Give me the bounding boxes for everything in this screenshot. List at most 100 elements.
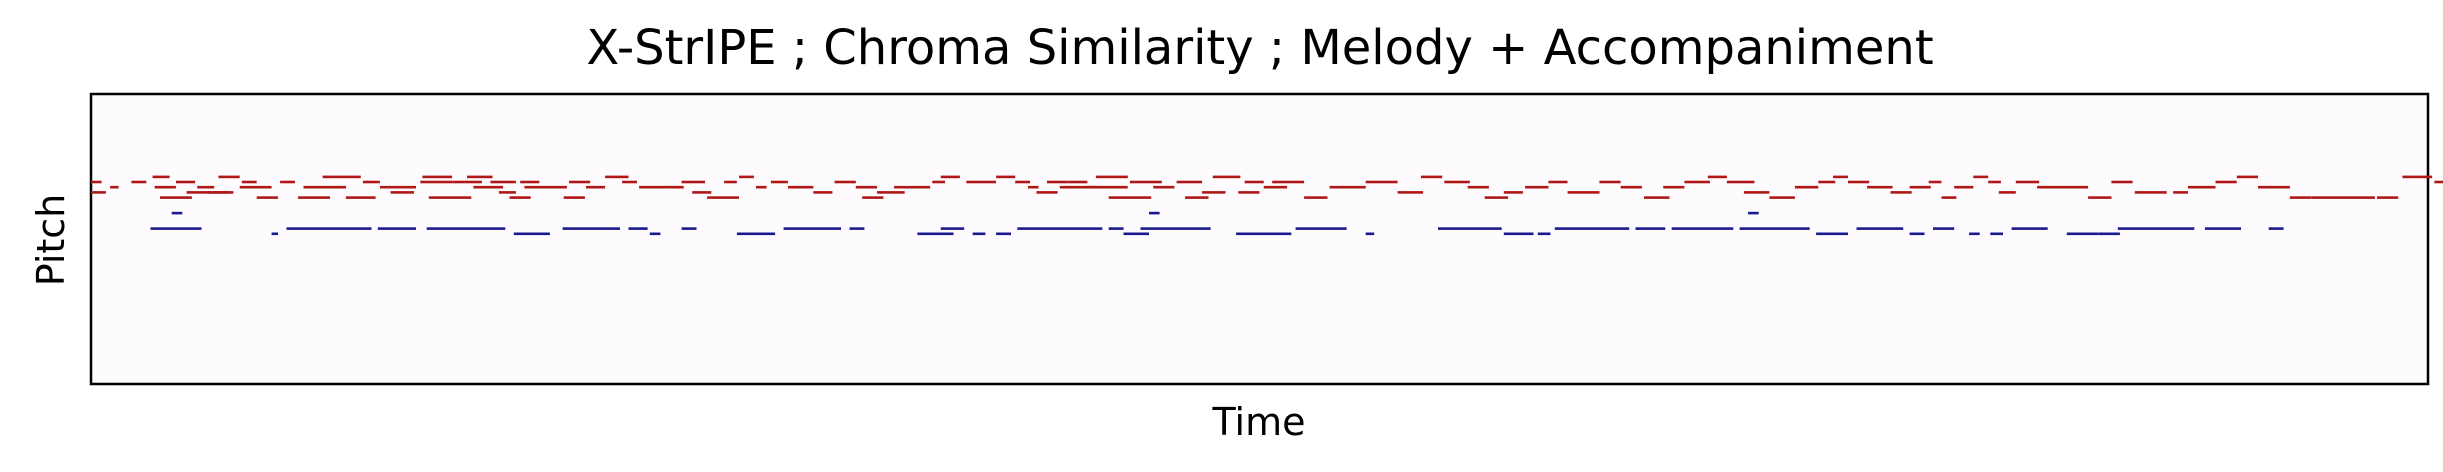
melody-note bbox=[1743, 191, 1770, 194]
accompaniment-note bbox=[1537, 232, 1551, 236]
melody-note bbox=[2377, 196, 2399, 199]
melody-note bbox=[1421, 175, 1443, 179]
melody-note bbox=[2111, 180, 2133, 184]
accompaniment-note bbox=[628, 227, 648, 230]
melody-note bbox=[467, 175, 493, 179]
accompaniment-note bbox=[286, 227, 372, 230]
accompaniment-note bbox=[1933, 227, 1955, 230]
melody-note bbox=[1599, 180, 1621, 184]
melody-note bbox=[1644, 196, 1670, 199]
melody-note bbox=[1998, 191, 2016, 194]
melody-note bbox=[1304, 196, 1328, 199]
accompaniment-note bbox=[1236, 232, 1292, 236]
melody-note bbox=[1794, 185, 1819, 189]
melody-note bbox=[2187, 185, 2216, 189]
melody-note bbox=[110, 185, 119, 189]
melody-note bbox=[239, 185, 272, 189]
melody-note bbox=[1954, 185, 1974, 189]
melody-note bbox=[639, 185, 671, 189]
accompaniment-note bbox=[1108, 227, 1124, 230]
melody-note bbox=[932, 180, 945, 184]
melody-note bbox=[152, 175, 170, 179]
melody-note bbox=[1089, 185, 1128, 189]
melody-note bbox=[362, 180, 380, 184]
melody-note bbox=[473, 185, 504, 189]
accompaniment-note bbox=[1123, 232, 1149, 236]
melody-note bbox=[1707, 175, 1727, 179]
melody-note bbox=[1928, 180, 1942, 184]
melody-note bbox=[1153, 185, 1175, 189]
melody-note bbox=[1833, 175, 1848, 179]
melody-note bbox=[1185, 196, 1209, 199]
accompaniment-note bbox=[972, 232, 986, 236]
melody-note bbox=[2311, 196, 2375, 199]
melody-note bbox=[1095, 175, 1128, 179]
melody-note bbox=[1365, 180, 1398, 184]
melody-note bbox=[186, 191, 230, 194]
melody-note bbox=[1036, 191, 1058, 194]
accompaniment-note bbox=[1295, 227, 1347, 230]
accompaniment-note bbox=[2117, 227, 2195, 230]
melody-note bbox=[2434, 180, 2443, 184]
melody-note bbox=[996, 175, 1016, 179]
melody-note bbox=[1769, 196, 1795, 199]
melody-note bbox=[379, 185, 416, 189]
melody-note bbox=[1202, 191, 1226, 194]
melody-note bbox=[1503, 191, 1523, 194]
accompaniment-note bbox=[649, 232, 661, 236]
melody-note bbox=[1941, 196, 1957, 199]
melody-note bbox=[2173, 191, 2188, 194]
melody-note bbox=[241, 180, 257, 184]
melody-note bbox=[1684, 180, 1710, 184]
melody-note bbox=[1244, 180, 1264, 184]
accompaniment-note bbox=[562, 227, 620, 230]
x-axis-label: Time bbox=[1212, 400, 1306, 444]
melody-note bbox=[1467, 185, 1489, 189]
accompaniment-note bbox=[1140, 227, 1211, 230]
melody-note bbox=[894, 185, 931, 189]
melody-note bbox=[966, 180, 996, 184]
accompaniment-note bbox=[150, 227, 202, 230]
melody-note bbox=[2258, 185, 2290, 189]
accompaniment-note bbox=[513, 232, 550, 236]
accompaniment-note bbox=[1438, 227, 1502, 230]
accompaniment-note bbox=[849, 227, 865, 230]
melody-note bbox=[1867, 185, 1893, 189]
accompaniment-note bbox=[377, 227, 416, 230]
melody-note bbox=[1212, 175, 1241, 179]
melody-note bbox=[1726, 180, 1755, 184]
melody-note bbox=[154, 185, 176, 189]
melody-note bbox=[498, 191, 516, 194]
melody-note bbox=[160, 196, 192, 199]
melody-note bbox=[490, 180, 516, 184]
melody-note bbox=[131, 180, 147, 184]
melody-note bbox=[1015, 180, 1031, 184]
melody-note bbox=[664, 185, 684, 189]
melody-note bbox=[756, 185, 767, 189]
melody-note bbox=[862, 196, 884, 199]
melody-note bbox=[787, 185, 814, 189]
accompaniment-note bbox=[1554, 227, 1630, 230]
melody-note bbox=[1890, 191, 1912, 194]
melody-note bbox=[2215, 180, 2237, 184]
accompaniment-note bbox=[1748, 211, 1759, 215]
accompaniment-note bbox=[917, 232, 954, 236]
melody-note bbox=[1444, 180, 1470, 184]
accompaniment-note bbox=[1909, 232, 1925, 236]
accompaniment-note bbox=[1856, 227, 1904, 230]
melody-note bbox=[877, 191, 905, 194]
melody-note bbox=[298, 196, 330, 199]
melody-note bbox=[1663, 185, 1685, 189]
chart-title: X-StrIPE ; Chroma Similarity ; Melody + … bbox=[586, 20, 1933, 76]
accompaniment-note bbox=[681, 227, 697, 230]
melody-note bbox=[176, 180, 196, 184]
accompaniment-note bbox=[1149, 211, 1160, 215]
accompaniment-note bbox=[1365, 232, 1375, 236]
melody-note bbox=[322, 175, 361, 179]
melody-note bbox=[2056, 185, 2089, 189]
melody-note bbox=[1059, 185, 1092, 189]
melody-note bbox=[1129, 180, 1162, 184]
melody-note bbox=[1238, 191, 1260, 194]
melody-note bbox=[724, 180, 737, 184]
melody-note bbox=[940, 175, 960, 179]
